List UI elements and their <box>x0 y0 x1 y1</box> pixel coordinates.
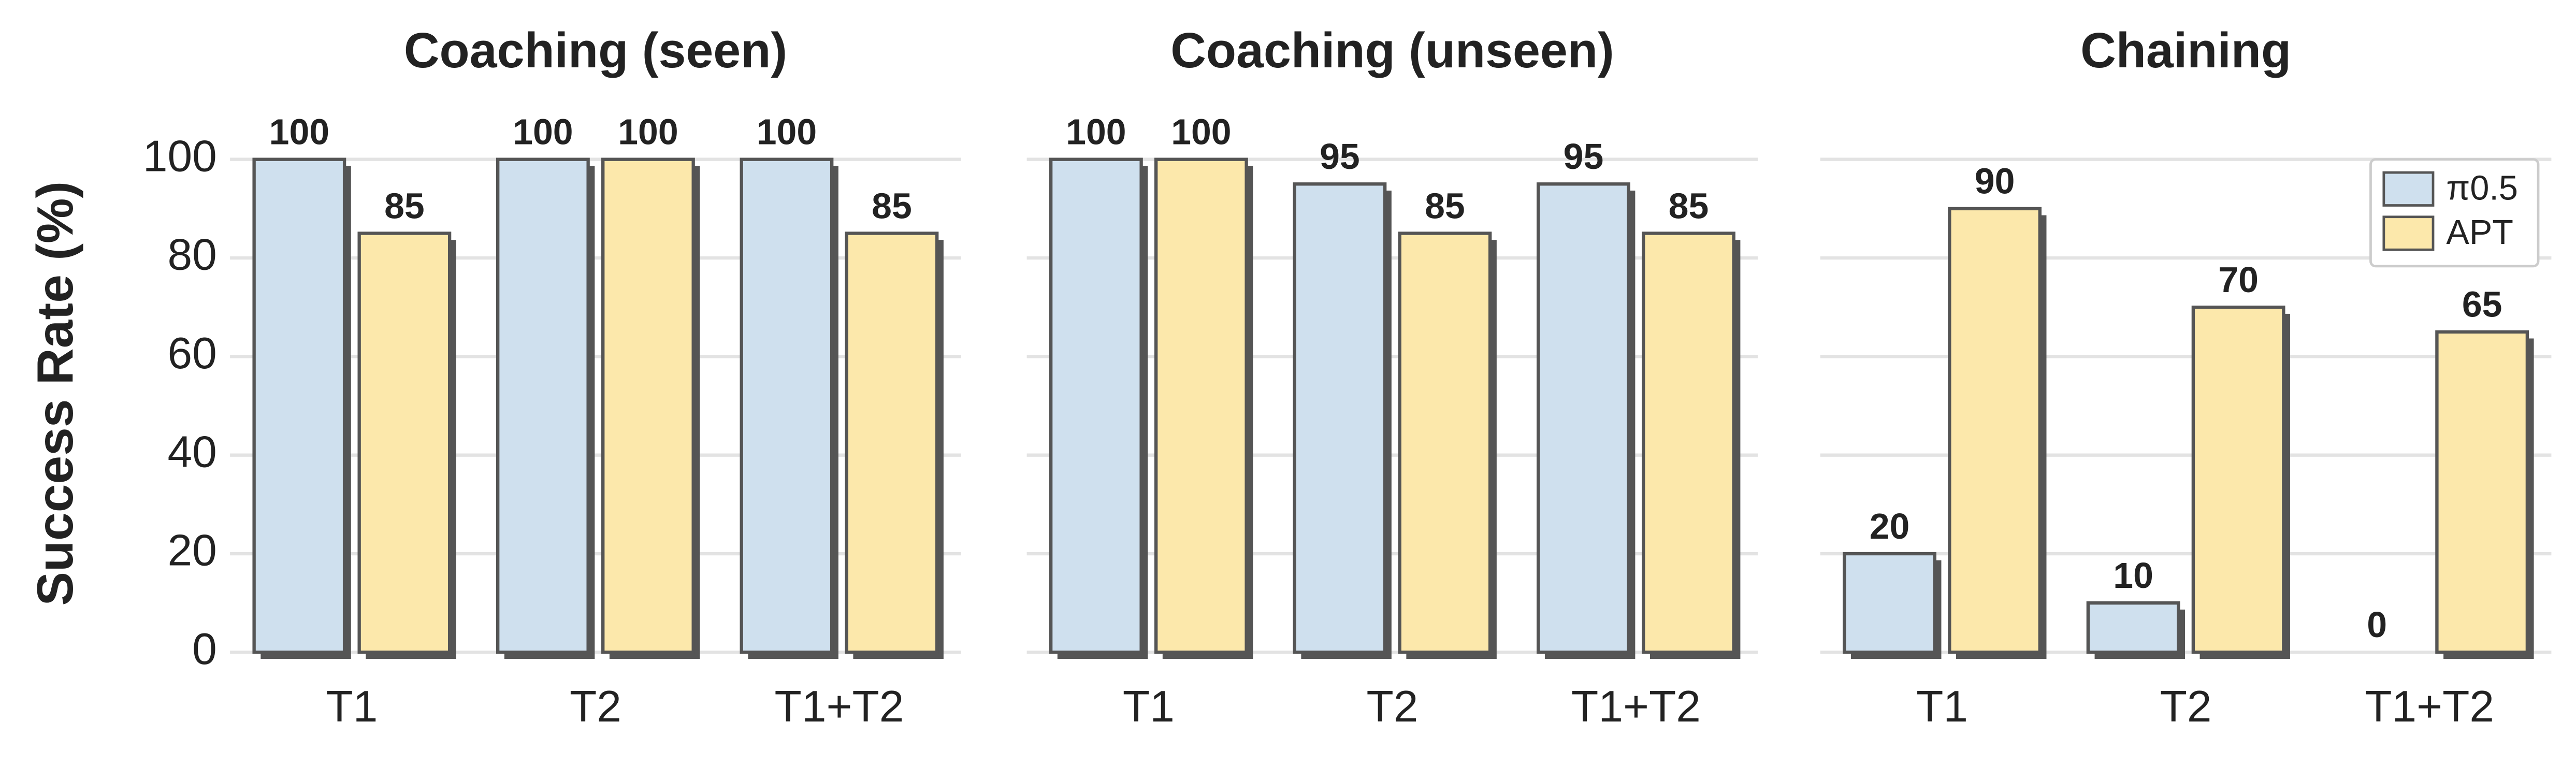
bar <box>1049 157 1143 654</box>
bar <box>2086 601 2180 654</box>
bar <box>601 157 695 654</box>
bar <box>1293 182 1387 654</box>
bar <box>1154 157 1248 654</box>
value-label: 85 <box>1669 185 1709 226</box>
value-label: 100 <box>1066 112 1126 152</box>
y-tick-label: 100 <box>143 131 217 181</box>
legend-label: π0.5 <box>2446 169 2518 208</box>
legend-swatch <box>2382 171 2435 207</box>
x-tick-label: T1+T2 <box>2365 682 2494 731</box>
bar <box>1537 182 1630 654</box>
y-tick-label: 0 <box>192 624 217 674</box>
value-label: 100 <box>757 112 817 152</box>
x-tick-label: T1+T2 <box>775 682 904 731</box>
bar <box>357 232 452 654</box>
bar <box>1398 232 1492 654</box>
bar <box>1948 207 2042 654</box>
value-label: 95 <box>1320 136 1360 177</box>
subplot-title: Coaching (unseen) <box>1170 23 1614 78</box>
bar <box>845 232 939 654</box>
subplot-title: Coaching (seen) <box>404 23 787 78</box>
value-label: 70 <box>2218 259 2259 300</box>
value-label: 85 <box>384 185 425 226</box>
value-label: 85 <box>1425 185 1465 226</box>
value-label: 100 <box>1171 112 1231 152</box>
x-tick-label: T1+T2 <box>1571 682 1701 731</box>
y-axis-label: Success Rate (%) <box>26 181 83 606</box>
x-tick-label: T1 <box>1123 682 1175 731</box>
value-label: 65 <box>2462 284 2502 325</box>
bar <box>252 157 346 654</box>
x-tick-label: T1 <box>1916 682 1968 731</box>
bar <box>2191 306 2285 654</box>
x-tick-label: T2 <box>2160 682 2212 731</box>
x-tick-label: T1 <box>326 682 378 731</box>
x-tick-label: T2 <box>570 682 621 731</box>
value-label: 0 <box>2367 604 2387 645</box>
value-label: 85 <box>872 185 912 226</box>
value-label: 20 <box>1870 506 1910 546</box>
bar <box>2435 330 2529 654</box>
y-tick-label: 80 <box>167 230 216 280</box>
y-tick-label: 20 <box>167 526 216 575</box>
y-tick-label: 40 <box>167 427 216 477</box>
legend-swatch <box>2382 215 2435 251</box>
value-label: 100 <box>618 112 678 152</box>
subplot-title: Chaining <box>2080 23 2291 78</box>
value-label: 10 <box>2113 555 2153 596</box>
bar <box>1843 552 1936 654</box>
value-label: 90 <box>1975 161 2015 201</box>
bar <box>1642 232 1735 654</box>
value-label: 100 <box>513 112 573 152</box>
x-tick-label: T2 <box>1366 682 1418 731</box>
bar <box>496 157 590 654</box>
bar <box>740 157 834 654</box>
y-tick-label: 60 <box>167 328 216 378</box>
value-label: 100 <box>269 112 329 152</box>
value-label: 95 <box>1564 136 1604 177</box>
legend-label: APT <box>2446 213 2513 252</box>
